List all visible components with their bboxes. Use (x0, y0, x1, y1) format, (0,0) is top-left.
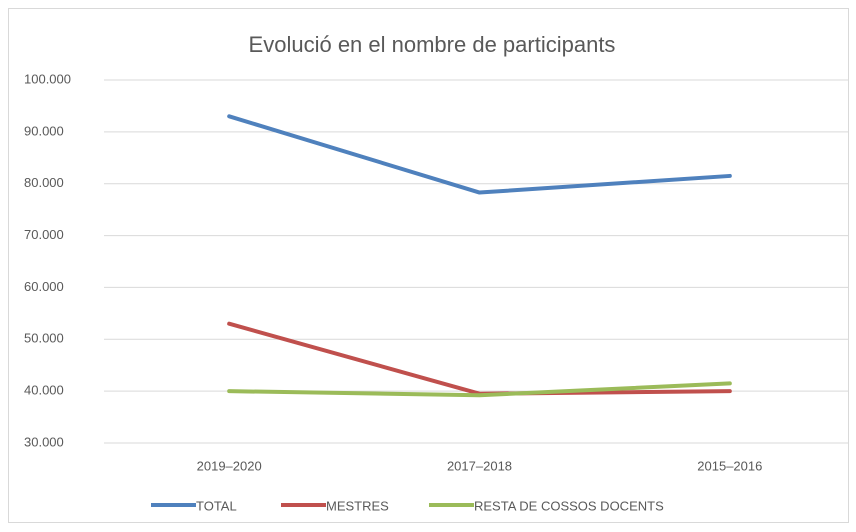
x-tick-label: 2019–2020 (197, 458, 262, 473)
y-tick-label: 40.000 (24, 383, 64, 398)
chart-title: Evolució en el nombre de participants (249, 32, 616, 57)
legend-label: RESTA DE COSSOS DOCENTS (474, 498, 664, 513)
legend-label: MESTRES (326, 498, 389, 513)
y-tick-label: 70.000 (24, 227, 64, 242)
y-tick-label: 60.000 (24, 279, 64, 294)
y-tick-label: 80.000 (24, 175, 64, 190)
x-tick-label: 2015–2016 (697, 458, 762, 473)
y-tick-label: 30.000 (24, 434, 64, 449)
y-tick-label: 100.000 (24, 71, 71, 86)
chart-border (8, 8, 849, 523)
x-tick-label: 2017–2018 (447, 458, 512, 473)
legend-label: TOTAL (196, 498, 237, 513)
line-series (227, 381, 732, 398)
y-tick-label: 50.000 (24, 331, 64, 346)
line-series (227, 114, 732, 195)
y-tick-label: 90.000 (24, 123, 64, 138)
